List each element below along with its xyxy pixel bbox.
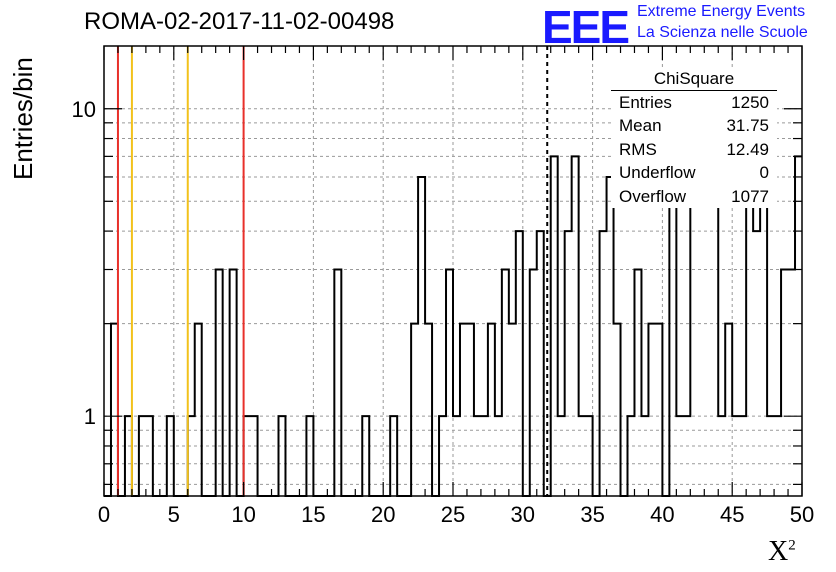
histogram-bin bbox=[746, 201, 753, 496]
histogram-bin bbox=[537, 231, 544, 496]
histogram-bin bbox=[111, 324, 118, 496]
histogram-bin bbox=[551, 156, 558, 496]
histogram-bin bbox=[572, 156, 579, 496]
x-tick-label: 10 bbox=[231, 502, 255, 527]
histogram-bin bbox=[607, 177, 614, 496]
histogram-bin bbox=[565, 231, 572, 496]
x-tick-label: 45 bbox=[720, 502, 744, 527]
stats-title: ChiSquare bbox=[611, 68, 777, 91]
histogram-outline bbox=[104, 121, 802, 497]
x-tick-label: 15 bbox=[301, 502, 325, 527]
histogram-bin bbox=[425, 324, 432, 496]
histogram-bin bbox=[488, 324, 495, 496]
histogram-bin bbox=[795, 156, 802, 496]
histogram-bin bbox=[460, 324, 467, 496]
x-tick-label: 0 bbox=[98, 502, 110, 527]
x-axis-label: X2 bbox=[768, 536, 796, 567]
x-tick-label: 20 bbox=[371, 502, 395, 527]
logo-text-line2: La Scienza nelle Scuole bbox=[637, 24, 808, 41]
stats-row-mean: Mean 31.75 bbox=[619, 116, 769, 136]
histogram-bin bbox=[502, 269, 509, 496]
x-tick-label: 5 bbox=[168, 502, 180, 527]
x-tick-label: 40 bbox=[650, 502, 674, 527]
histogram-bin bbox=[634, 269, 641, 496]
stats-box: ChiSquare Entries 1250 Mean 31.75 RMS 12.49… bbox=[611, 68, 777, 208]
histogram-bin bbox=[704, 177, 711, 496]
histogram-bin bbox=[418, 177, 425, 496]
y-tick-label: 1 bbox=[84, 404, 96, 429]
histogram-bin bbox=[411, 324, 418, 496]
x-tick-label: 50 bbox=[790, 502, 814, 527]
histogram-bin bbox=[516, 231, 523, 496]
histogram-bin bbox=[216, 269, 223, 496]
stats-row-entries: Entries 1250 bbox=[619, 93, 769, 112]
histogram-bin bbox=[725, 324, 732, 496]
stats-row-underflow: Underflow 0 bbox=[619, 163, 769, 183]
histogram-bin bbox=[509, 324, 516, 496]
x-tick-label: 35 bbox=[580, 502, 604, 527]
histogram-bin bbox=[648, 324, 655, 496]
histogram-bin bbox=[230, 269, 237, 496]
plot-title: ROMA-02-2017-11-02-00498 bbox=[84, 8, 395, 35]
x-tick-label: 25 bbox=[441, 502, 465, 527]
histogram-bin bbox=[655, 324, 662, 496]
histogram-bin bbox=[788, 269, 795, 496]
histogram-bin bbox=[530, 269, 537, 496]
stats-row-rms: RMS 12.49 bbox=[619, 139, 769, 159]
histogram-bin bbox=[600, 231, 607, 496]
histogram-bin bbox=[753, 231, 760, 496]
histogram-bin bbox=[467, 324, 474, 496]
histogram-bin bbox=[614, 324, 621, 496]
histogram-bin bbox=[781, 269, 788, 496]
x-tick-label: 30 bbox=[511, 502, 535, 527]
eee-logo: EEE bbox=[542, 1, 630, 53]
y-axis-label: Entries/bin bbox=[8, 57, 38, 180]
stats-row-overflow: Overflow 1077 bbox=[619, 186, 769, 206]
logo-text-line1: Extreme Energy Events bbox=[637, 3, 806, 20]
histogram-bin bbox=[446, 269, 453, 496]
histogram-bin bbox=[195, 324, 202, 496]
histogram-bin bbox=[334, 269, 341, 496]
y-tick-label: 10 bbox=[72, 97, 96, 122]
